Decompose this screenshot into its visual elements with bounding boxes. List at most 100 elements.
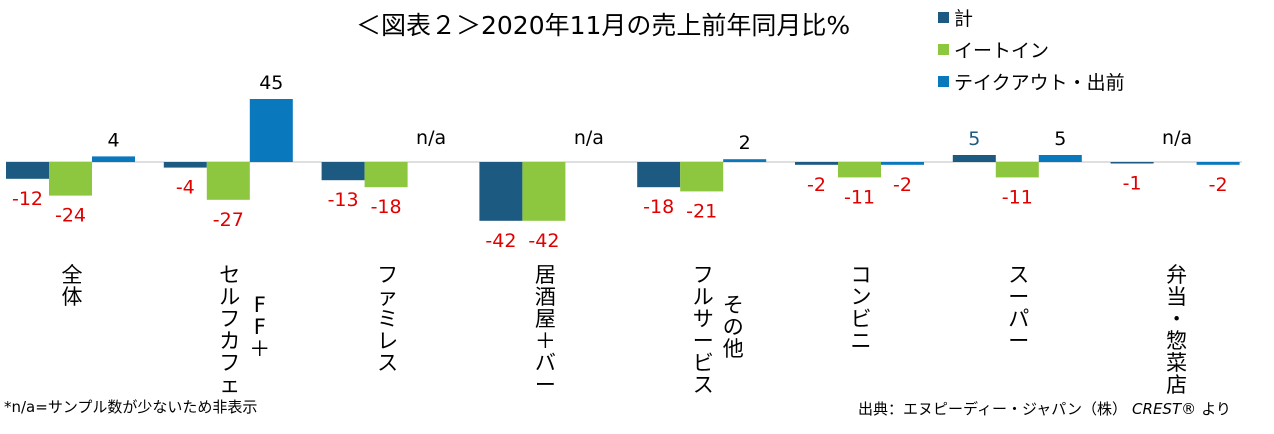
value-label: -11: [844, 186, 875, 208]
bar: [92, 156, 135, 162]
category-label-char: フ: [377, 263, 398, 287]
bar: [838, 162, 881, 178]
category-label-char: 菜: [1166, 351, 1187, 375]
category-label-char: ー: [693, 329, 714, 353]
legend-label-1: イートイン: [954, 40, 1049, 62]
category-label-char: ェ: [219, 373, 240, 397]
chart-title: ＜図表２＞2020年11月の売上前年同月比%: [356, 11, 850, 40]
bar: [1110, 162, 1154, 164]
category-label-char: ー: [1008, 285, 1029, 309]
value-label: -1: [1123, 172, 1142, 194]
category-label-char: 居: [535, 263, 556, 287]
bar: [680, 162, 724, 192]
value-label: -24: [55, 205, 86, 227]
category-label-char: 弁: [1166, 263, 1187, 287]
bar: [952, 155, 996, 162]
category-sublabel-char: 他: [723, 337, 744, 361]
footnote: *n/a=サンプル数が少ないため非表示: [4, 398, 257, 416]
bar: [795, 162, 838, 165]
bar: [1038, 155, 1082, 162]
bar: [364, 162, 408, 188]
value-label-na: n/a: [416, 127, 446, 149]
bar: [995, 162, 1039, 178]
category-sublabel-char: そ: [723, 293, 744, 317]
value-label: -18: [371, 196, 402, 218]
value-labels-layer: -12 -24 4 -4 -27 45 -13 -18 n/a -42 -42 n/a -18 -21 2 -…: [12, 72, 1228, 252]
value-label: 4: [107, 129, 119, 151]
category-label-char: レ: [377, 329, 398, 353]
legend-label-2: テイクアウト・出前: [954, 72, 1125, 94]
bar: [163, 162, 207, 168]
category-label-char: ル: [693, 285, 714, 309]
bar: [637, 162, 681, 188]
category-labels-layer: 全体セルフカフェFF＋ファミレス居酒屋＋バーフルサービスその他コンビニスーパー弁…: [62, 263, 1188, 397]
source-suffix: より: [1201, 400, 1231, 418]
bar: [1196, 162, 1240, 165]
legend-swatch-0: [938, 12, 949, 23]
category-label-char: ー: [1008, 329, 1029, 353]
category-label-char: 当: [1166, 285, 1187, 309]
value-label: 45: [259, 72, 283, 94]
category-label-char: ン: [851, 285, 872, 309]
category-label-char: フ: [219, 307, 240, 331]
bar: [49, 162, 92, 196]
category-label-char: ル: [219, 285, 240, 309]
category-sublabel-char: の: [723, 315, 744, 339]
bar: [522, 162, 566, 221]
category-label-char: カ: [219, 329, 240, 353]
value-label-na: n/a: [574, 127, 604, 149]
category-label-char: ニ: [851, 329, 872, 353]
bars-layer: [6, 99, 1240, 221]
category-label-char: 店: [1166, 373, 1187, 397]
value-label: -12: [12, 188, 43, 210]
source-prefix: 出典：エヌピーディー・ジャパン（株）: [858, 400, 1127, 418]
value-label: -42: [528, 230, 559, 252]
category-label-char: 全: [62, 263, 83, 287]
category-label-char: ビ: [851, 307, 872, 331]
bar: [206, 162, 250, 200]
category-label-char: ー: [535, 373, 556, 397]
category-label-char: 屋: [535, 307, 556, 331]
value-label: -27: [213, 209, 244, 231]
category-label-char: ス: [1008, 263, 1029, 287]
category-label-char: サ: [693, 307, 714, 331]
source-brand: CREST®: [1132, 400, 1196, 418]
source-note: 出典：エヌピーディー・ジャパン（株） CREST® より: [858, 399, 1231, 418]
category-label-char: ＋: [535, 329, 556, 353]
legend-swatch-1: [938, 44, 949, 55]
value-label: -11: [1002, 186, 1033, 208]
bar: [881, 162, 924, 165]
category-label-char: 体: [62, 285, 83, 309]
legend-swatch-2: [938, 76, 949, 87]
category-label-char: コ: [851, 263, 872, 287]
category-label-char: ス: [377, 351, 398, 375]
legend-label-0: 計: [954, 8, 973, 30]
category-label-char: ビ: [693, 351, 714, 375]
value-label: 2: [739, 132, 751, 154]
category-label-char: ス: [693, 373, 714, 397]
category-label-char: フ: [219, 351, 240, 375]
value-label: -4: [176, 177, 195, 199]
value-label: -2: [1209, 174, 1228, 196]
category-label-char: フ: [693, 263, 714, 287]
category-label-char: 酒: [535, 285, 556, 309]
bar: [249, 99, 293, 162]
category-sublabel-char: ＋: [249, 337, 270, 361]
category-label-char: 惣: [1166, 329, 1187, 353]
value-label: -2: [893, 174, 912, 196]
category-label-char: パ: [1008, 307, 1029, 331]
category-sublabel-char: F: [254, 315, 266, 339]
category-label-char: セ: [219, 263, 240, 287]
category-label-char: ァ: [377, 285, 398, 309]
category-sublabel-char: F: [254, 293, 266, 317]
value-label: -18: [643, 196, 674, 218]
bar: [723, 159, 767, 162]
value-label: 5: [968, 128, 980, 150]
value-label: 5: [1054, 128, 1066, 150]
value-label: -13: [328, 189, 359, 211]
bar: [479, 162, 523, 221]
value-label: -2: [807, 174, 826, 196]
category-label-char: ・: [1166, 307, 1187, 331]
